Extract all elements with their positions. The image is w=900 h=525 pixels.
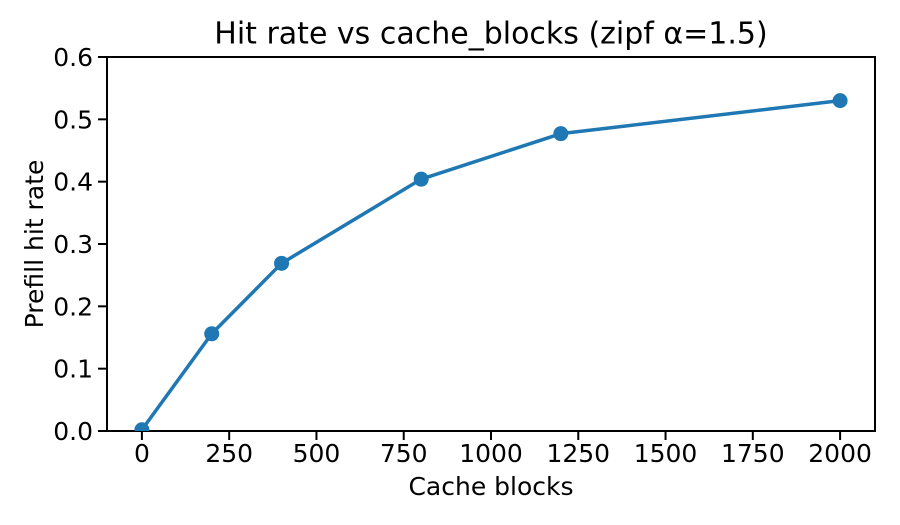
data-point	[274, 255, 290, 271]
axes-spines	[106, 56, 876, 432]
y-tick-label: 0.1	[53, 355, 93, 384]
y-tick-label: 0.3	[53, 230, 93, 259]
data-point	[553, 126, 569, 142]
x-tick-label: 0	[134, 439, 150, 468]
data-series	[134, 93, 848, 431]
x-tick-label: 500	[293, 439, 341, 468]
data-point	[832, 93, 848, 109]
x-axis-label: Cache blocks	[408, 472, 573, 501]
x-tick-label: 1000	[459, 439, 523, 468]
y-tick-label: 0.5	[53, 105, 93, 134]
data-point	[413, 171, 429, 187]
data-line	[140, 98, 842, 431]
plot-area: 0 250 500 750 1000 1250 1500 1750 2000 0.0 0.1 0.2 0…	[53, 43, 876, 468]
x-tick-label: 250	[205, 439, 253, 468]
x-tick-label: 750	[380, 439, 428, 468]
x-tick-label: 2000	[808, 439, 872, 468]
data-point	[204, 326, 220, 342]
y-tick-label: 0.0	[53, 417, 93, 446]
y-axis-label: Prefill hit rate	[20, 160, 49, 329]
y-tick-label: 0.6	[53, 43, 93, 72]
y-tick-label: 0.4	[53, 168, 93, 197]
chart-title: Hit rate vs cache_blocks (zipf α=1.5)	[214, 17, 767, 52]
y-tick-label: 0.2	[53, 292, 93, 321]
x-tick-label: 1250	[546, 439, 610, 468]
data-point	[134, 422, 150, 431]
x-tick-label: 1500	[634, 439, 698, 468]
x-tick-label: 1750	[721, 439, 785, 468]
